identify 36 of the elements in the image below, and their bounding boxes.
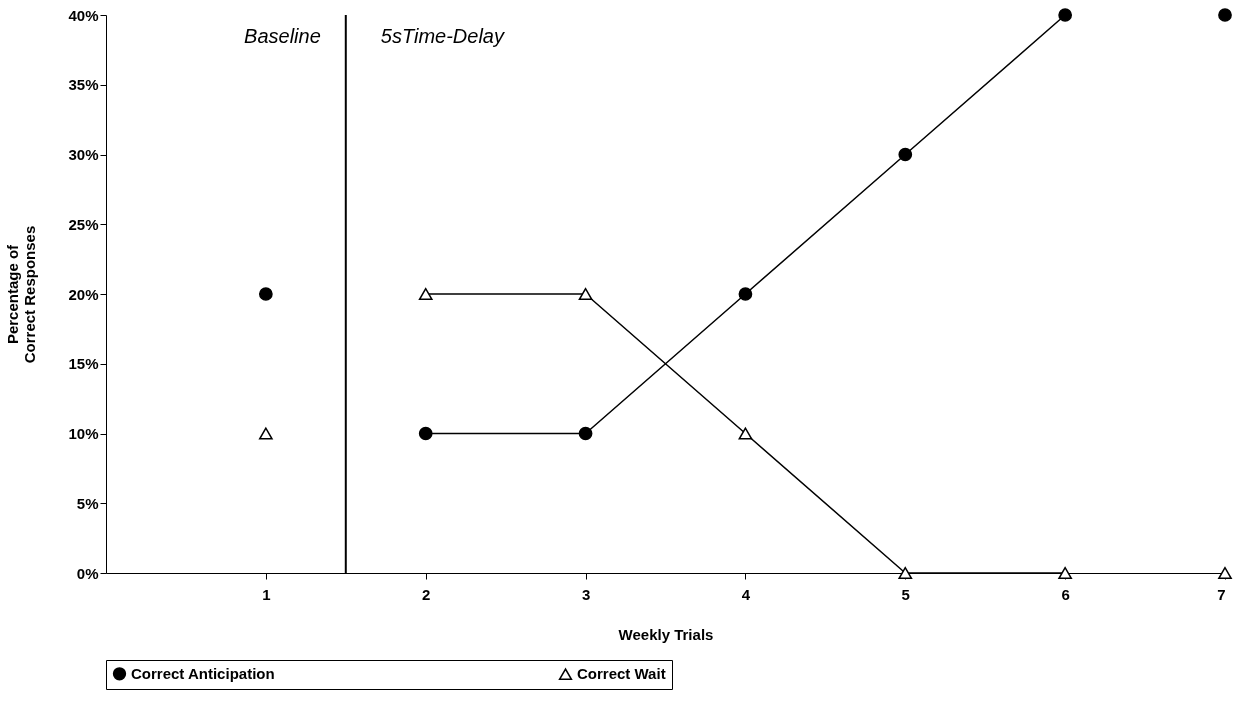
x-tick-label: 7: [1217, 585, 1226, 603]
y-tick-label: 10%: [68, 425, 99, 442]
x-axis-title: Weekly Trials: [618, 625, 714, 643]
y-tick-label: 15%: [68, 355, 99, 373]
point: [738, 427, 753, 440]
y-tick-label: 35%: [68, 76, 99, 94]
point: [1058, 566, 1073, 580]
x-tick-label: 5: [901, 585, 910, 603]
y-tick-label: 30%: [68, 146, 99, 163]
point: [258, 287, 273, 301]
y-tick-label: 5%: [76, 494, 99, 512]
y-tick-label: 25%: [68, 215, 99, 233]
point: [418, 426, 433, 441]
point: [258, 427, 273, 440]
x-tick-label: 4: [741, 585, 751, 603]
annotation: Baseline: [244, 25, 321, 47]
point: [1218, 8, 1232, 22]
legend-label: Correct Anticipation: [131, 664, 275, 682]
x-tick-label: 3: [581, 585, 591, 603]
x-tick-label: 6: [1061, 585, 1070, 603]
annotation: 5sTime-Delay: [380, 25, 505, 47]
point: [898, 566, 913, 580]
y-tick-label: 0%: [76, 564, 99, 582]
point: [578, 287, 593, 301]
point: [738, 287, 753, 301]
point: [578, 426, 593, 441]
y-axis-title: Percentage of Correct Responses: [4, 225, 39, 364]
x-tick-label: 2: [422, 585, 431, 603]
legend-label: Correct Wait: [577, 665, 666, 683]
point: [418, 287, 433, 301]
y-tick-label: 20%: [68, 285, 99, 303]
point: [898, 147, 913, 162]
x-tick-label: 1: [262, 585, 271, 603]
point: [1218, 566, 1232, 580]
y-tick-label: 40%: [68, 6, 99, 24]
point: [1058, 8, 1073, 22]
